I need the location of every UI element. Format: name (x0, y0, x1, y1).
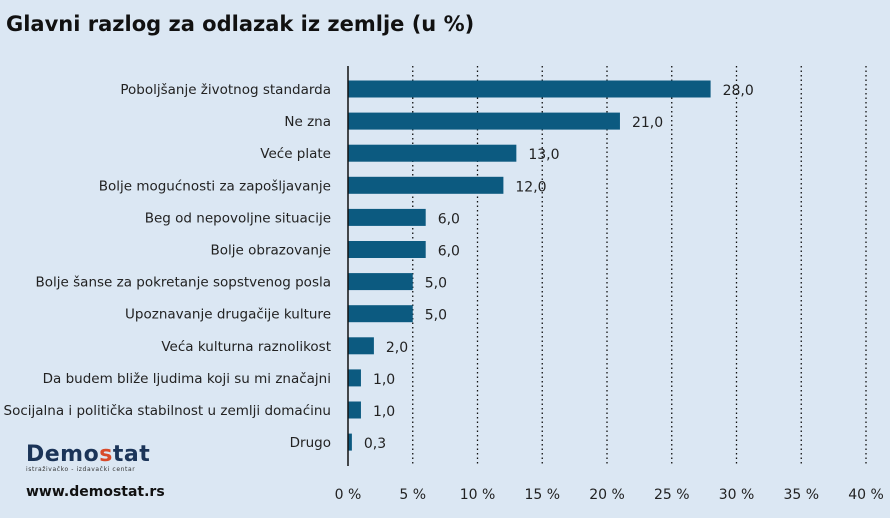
value-label: 21,0 (632, 115, 663, 131)
category-label: Bolje mogućnosti za zapošljavanje (99, 178, 331, 194)
bar (348, 337, 374, 355)
x-tick-label: 30 % (719, 487, 755, 503)
value-label: 28,0 (723, 83, 754, 99)
x-tick-label: 0 % (335, 487, 362, 503)
category-label: Bolje šanse za pokretanje sopstvenog pos… (36, 275, 331, 291)
category-label: Bolje obrazovanje (211, 243, 332, 259)
value-label: 6,0 (438, 244, 460, 260)
value-label: 5,0 (425, 308, 447, 324)
value-label: 2,0 (386, 340, 408, 356)
bar (348, 241, 426, 258)
x-tick-label: 5 % (399, 487, 426, 503)
category-label: Ne zna (284, 114, 331, 130)
bar (348, 401, 361, 419)
bar (348, 305, 413, 323)
value-label: 12,0 (515, 179, 546, 195)
chart-title: Glavni razlog za odlazak iz zemlje (u %) (6, 12, 475, 36)
bar (348, 433, 352, 451)
value-label: 13,0 (528, 147, 559, 163)
bar (348, 112, 620, 130)
x-tick-labels: 0 % 5 % 10 % 15 % 20 % 25 % 30 % 35 % 40 % (335, 487, 884, 503)
logo-tagline: istraživačko - izdavački centar (26, 466, 136, 473)
category-label: Veća kulturna raznolikost (161, 339, 331, 355)
x-tick-label: 15 % (524, 487, 560, 503)
category-label: Socijalna i politička stabilnost u zemlj… (4, 403, 331, 419)
bars (348, 80, 711, 451)
x-tick-label: 40 % (848, 487, 884, 503)
bar (348, 176, 504, 194)
value-labels: 28,0 21,0 13,0 12,0 6,0 6,0 5,0 5,0 2,0 1,0 1,0 0,3 (364, 83, 754, 452)
bar (348, 80, 711, 98)
category-labels: Poboljšanje životnog standarda Ne zna Veće… (4, 82, 331, 451)
x-tick-label: 35 % (783, 487, 819, 503)
grid-lines (412, 66, 867, 466)
bar (348, 144, 517, 162)
value-label: 6,0 (438, 211, 460, 227)
logo-wordmark: Demostat (26, 442, 151, 467)
bar (348, 273, 413, 291)
value-label: 1,0 (373, 372, 395, 388)
category-label: Poboljšanje životnog standarda (120, 82, 331, 98)
category-label: Beg od nepovoljne situacije (145, 210, 331, 226)
website-url: www.demostat.rs (26, 484, 165, 500)
category-label: Upoznavanje drugačije kulture (125, 307, 331, 323)
x-tick-label: 10 % (460, 487, 496, 503)
x-tick-label: 25 % (654, 487, 690, 503)
value-label: 1,0 (373, 404, 395, 420)
category-label: Da budem bliže ljudima koji su mi značaj… (43, 371, 331, 387)
bar (348, 208, 426, 226)
x-tick-label: 20 % (589, 487, 625, 503)
value-label: 0,3 (364, 436, 386, 452)
value-label: 5,0 (425, 276, 447, 292)
bar (348, 369, 361, 387)
demostat-logo: Demostat istraživačko - izdavački centar (26, 442, 150, 473)
category-label: Drugo (290, 435, 331, 451)
category-label: Veće plate (260, 146, 331, 162)
